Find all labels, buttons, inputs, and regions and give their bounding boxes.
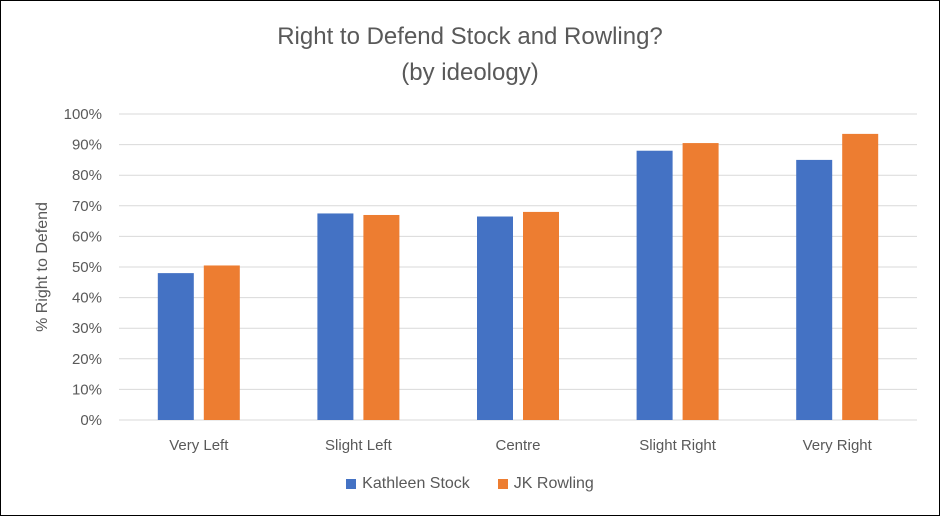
chart-title: Right to Defend Stock and Rowling?: [277, 23, 663, 50]
legend-label-jk-rowling: JK Rowling: [513, 475, 594, 492]
bar-kathleen-stock: [796, 159, 833, 420]
x-axis-ticks: Very Left Slight Left Centre Slight Right Ve…: [169, 437, 872, 454]
y-tick-label: 80%: [72, 167, 102, 184]
y-tick-label: 90%: [72, 137, 102, 154]
gridlines: [119, 113, 917, 421]
x-tick-label: Very Left: [169, 437, 229, 454]
y-tick-label: 50%: [72, 259, 102, 276]
legend-swatch-jk-rowling: [497, 479, 508, 489]
legend: Kathleen Stock JK Rowling: [1, 475, 939, 493]
legend-swatch-kathleen-stock: [346, 479, 357, 489]
legend-label-kathleen-stock: Kathleen Stock: [362, 475, 470, 492]
bar-jk-rowling: [523, 211, 559, 420]
y-axis-label: % Right to Defend: [34, 202, 51, 332]
chart-subtitle: (by ideology): [401, 59, 539, 86]
bar-jk-rowling: [203, 265, 240, 420]
y-tick-label: 70%: [72, 198, 102, 215]
y-axis-ticks: 0% 10% 20% 30% 40% 50% 60% 70% 80% 90% 100%: [64, 106, 102, 429]
bar-kathleen-stock: [317, 213, 354, 420]
y-tick-label: 20%: [72, 351, 102, 368]
bars: [157, 133, 879, 420]
bar-jk-rowling: [363, 214, 400, 420]
x-tick-label: Slight Left: [325, 437, 393, 454]
y-tick-label: 40%: [72, 290, 102, 307]
y-tick-label: 10%: [72, 381, 102, 398]
bar-jk-rowling: [682, 143, 719, 420]
y-tick-label: 60%: [72, 228, 102, 245]
bar-kathleen-stock: [157, 273, 194, 420]
bar-kathleen-stock: [477, 216, 513, 420]
y-tick-label: 30%: [72, 320, 102, 337]
legend-item-kathleen-stock: Kathleen Stock: [346, 475, 470, 493]
bar-kathleen-stock: [636, 150, 673, 420]
y-tick-label: 100%: [64, 106, 102, 123]
legend-item-jk-rowling: JK Rowling: [497, 475, 594, 493]
x-tick-label: Slight Right: [639, 437, 717, 454]
bar-jk-rowling: [842, 133, 879, 420]
y-tick-label: 0%: [80, 412, 102, 429]
x-tick-label: Very Right: [803, 437, 873, 454]
x-tick-label: Centre: [495, 437, 540, 454]
